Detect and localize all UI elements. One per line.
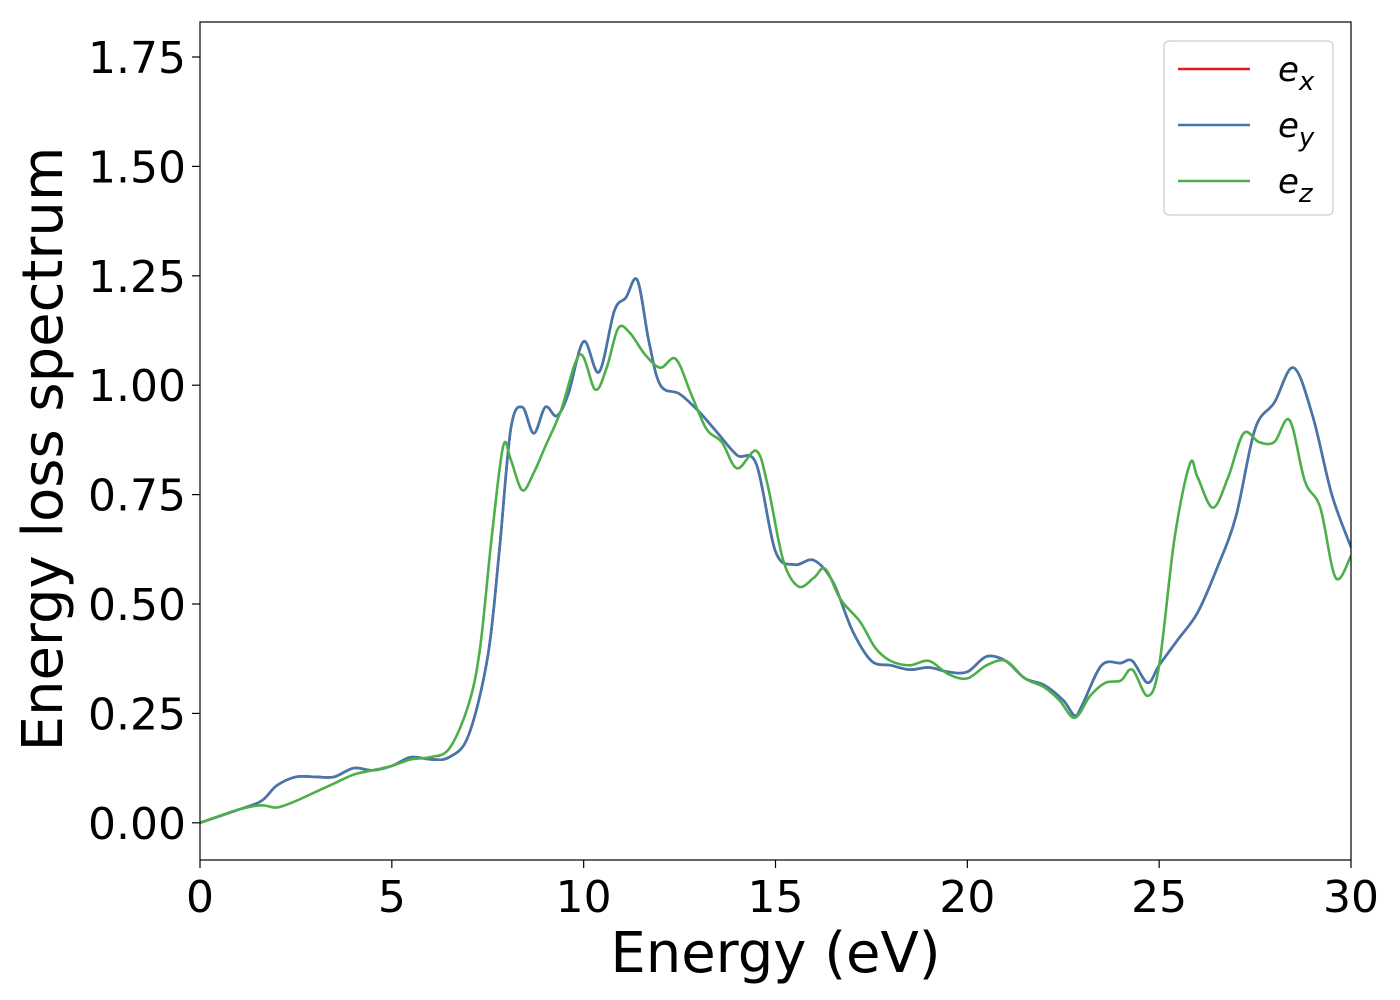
x-tick-label: 15 xyxy=(748,872,804,923)
legend-box xyxy=(1163,40,1334,216)
x-tick-label: 30 xyxy=(1323,872,1379,923)
x-axis-title: Energy (eV) xyxy=(610,921,940,986)
x-axis-ticks: 0 5 10 15 20 25 30 xyxy=(186,860,1379,923)
x-tick-label: 20 xyxy=(939,872,995,923)
y-tick-label: 1.75 xyxy=(88,33,186,84)
y-tick-label: 0.25 xyxy=(88,689,186,740)
y-tick-label: 0.00 xyxy=(88,799,186,850)
legend-label-subscript: y xyxy=(1298,123,1315,153)
y-axis-title: Energy loss spectrum xyxy=(11,147,76,752)
legend-label-subscript: z xyxy=(1298,179,1314,209)
series-line-ez xyxy=(200,324,1351,825)
series-line-ey xyxy=(200,277,1351,825)
y-tick-label: 1.00 xyxy=(88,361,186,412)
series-group xyxy=(200,277,1351,825)
x-tick-label: 0 xyxy=(186,872,214,923)
y-tick-label: 1.25 xyxy=(88,252,186,303)
y-axis-ticks: 0.00 0.25 0.50 0.75 1.00 1.25 1.50 1.75 xyxy=(88,33,200,850)
x-tick-label: 25 xyxy=(1131,872,1187,923)
y-tick-label: 0.50 xyxy=(88,580,186,631)
x-tick-label: 10 xyxy=(556,872,612,923)
legend-label-subscript: x xyxy=(1298,67,1315,97)
y-tick-label: 1.50 xyxy=(88,142,186,193)
x-tick-label: 5 xyxy=(378,872,406,923)
y-tick-label: 0.75 xyxy=(88,471,186,522)
